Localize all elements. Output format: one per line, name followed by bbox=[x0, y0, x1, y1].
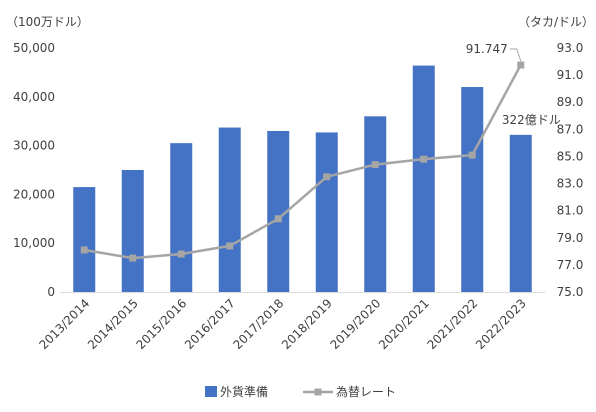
annotations: 91.747 322億ドル bbox=[466, 42, 561, 127]
exchange-rate-polyline bbox=[84, 64, 522, 260]
reserve-bar bbox=[364, 116, 387, 292]
legend-label-reserves: 外貨準備 bbox=[220, 384, 268, 399]
right-tick-label: 93.0 bbox=[557, 41, 584, 55]
exchange-rate-marker bbox=[129, 254, 137, 262]
right-tick-label: 87.0 bbox=[557, 122, 584, 136]
exchange-rate-marker bbox=[177, 250, 185, 258]
reserve-bar bbox=[218, 127, 241, 292]
reserve-bar bbox=[461, 87, 484, 292]
x-tick-label: 2018/2019 bbox=[279, 296, 335, 352]
x-tick-label: 2014/2015 bbox=[85, 296, 141, 352]
reserve-bar bbox=[170, 143, 193, 292]
x-tick-label: 2015/2016 bbox=[133, 296, 189, 352]
x-tick-label: 2019/2020 bbox=[327, 296, 383, 352]
left-tick-label: 0 bbox=[47, 285, 55, 299]
x-tick-label: 2021/2022 bbox=[424, 296, 480, 352]
exchange-rate-marker bbox=[468, 151, 476, 159]
left-tick-label: 30,000 bbox=[13, 139, 55, 153]
exchange-rate-marker bbox=[517, 61, 525, 69]
legend-label-rate: 為替レート bbox=[336, 385, 396, 399]
callout-leader-line bbox=[509, 48, 522, 62]
exchange-rate-marker bbox=[80, 246, 88, 254]
reserve-callout: 322億ドル bbox=[502, 113, 561, 127]
left-axis-unit: （100万ドル） bbox=[6, 15, 89, 29]
legend-swatch-marker bbox=[314, 388, 322, 396]
exchange-rate-marker bbox=[371, 161, 379, 169]
x-tick-label: 2020/2021 bbox=[376, 296, 432, 352]
exchange-rate-marker bbox=[420, 155, 428, 163]
right-tick-label: 85.0 bbox=[557, 149, 584, 163]
right-axis-ticks: 75.0 77.0 79.0 81.0 83.0 85.0 87.0 89.0 91.0 93.0 bbox=[557, 41, 584, 299]
legend-swatch-reserves bbox=[205, 386, 217, 397]
legend: 外貨準備 為替レート bbox=[205, 384, 396, 399]
exchange-rate-marker bbox=[226, 242, 234, 250]
exchange-rate-marker bbox=[274, 215, 282, 223]
reserve-bar bbox=[73, 187, 96, 292]
reserve-bar bbox=[315, 132, 338, 292]
right-tick-label: 89.0 bbox=[557, 95, 584, 109]
reserve-bar bbox=[509, 134, 532, 292]
right-tick-label: 75.0 bbox=[557, 285, 584, 299]
reserve-bar bbox=[412, 65, 435, 293]
right-tick-label: 81.0 bbox=[557, 204, 584, 218]
right-tick-label: 83.0 bbox=[557, 177, 584, 191]
left-tick-label: 10,000 bbox=[13, 236, 55, 250]
exchange-rate-line bbox=[80, 61, 525, 262]
right-tick-label: 91.0 bbox=[557, 68, 584, 82]
right-tick-label: 79.0 bbox=[557, 231, 584, 245]
right-axis-unit: （タカ/ドル） bbox=[518, 15, 594, 29]
reserve-bars bbox=[60, 65, 545, 293]
x-tick-label: 2022/2023 bbox=[473, 296, 529, 352]
x-tick-label: 2017/2018 bbox=[230, 296, 286, 352]
x-tick-label: 2016/2017 bbox=[182, 296, 238, 352]
right-tick-label: 77.0 bbox=[557, 258, 584, 272]
reserve-bar bbox=[121, 170, 144, 292]
left-tick-label: 20,000 bbox=[13, 187, 55, 201]
exchange-rate-marker bbox=[323, 173, 331, 181]
x-axis-labels: 2013/20142014/20152015/20162016/20172017… bbox=[36, 296, 528, 352]
left-tick-label: 40,000 bbox=[13, 90, 55, 104]
left-tick-label: 50,000 bbox=[13, 41, 55, 55]
x-tick-label: 2013/2014 bbox=[36, 296, 92, 352]
exchange-rate-callout: 91.747 bbox=[466, 42, 508, 56]
reserve-bar bbox=[267, 130, 290, 292]
left-axis-ticks: 0 10,000 20,000 30,000 40,000 50,000 bbox=[13, 41, 55, 299]
